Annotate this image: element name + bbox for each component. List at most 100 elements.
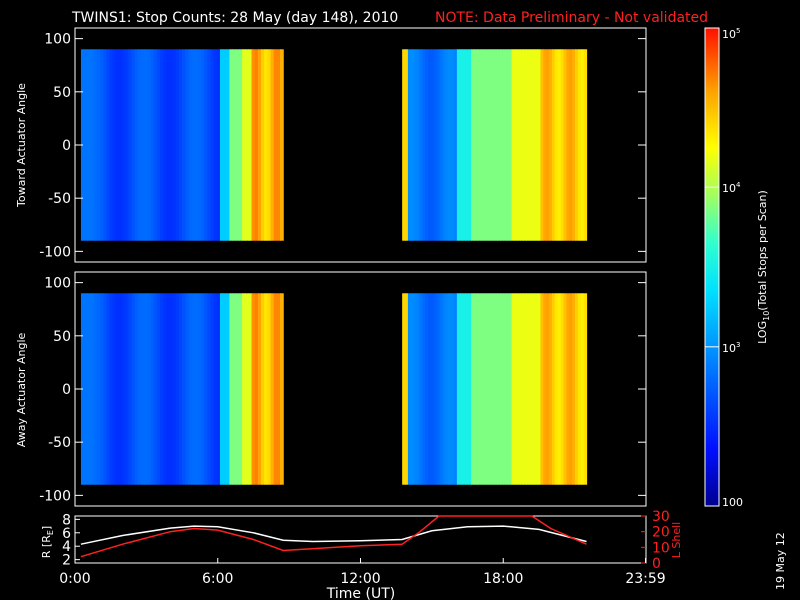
heatmap-column xyxy=(166,293,171,485)
heatmap-column xyxy=(128,293,133,485)
heatmap-column xyxy=(534,49,539,241)
heatmap-column xyxy=(430,49,435,241)
heatmap-column xyxy=(182,49,186,241)
heatmap-column xyxy=(216,293,221,485)
heatmap-column xyxy=(502,293,507,485)
heatmap-column xyxy=(560,49,565,241)
heatmap-column xyxy=(163,49,167,241)
heatmap-column xyxy=(508,293,513,485)
x-tick-label: 18:00 xyxy=(483,571,523,587)
lshell-tick-label: 10 xyxy=(652,540,670,556)
heatmap-column xyxy=(216,49,221,241)
lshell-tick-label: 30 xyxy=(652,509,670,525)
toward-y-axis-label: Toward Actuator Angle xyxy=(15,83,28,208)
heatmap-column xyxy=(436,293,441,485)
heatmap-column xyxy=(201,293,205,485)
heatmap-column xyxy=(242,49,246,241)
heatmap-column xyxy=(537,293,542,485)
heatmap-column xyxy=(248,49,253,241)
toward-y-ticks: -100 -50 0 50 100 xyxy=(39,32,646,260)
heatmap-column xyxy=(577,49,582,241)
heatmap-column xyxy=(172,293,177,485)
heatmap-column xyxy=(497,293,501,485)
y-tick-label: 0 xyxy=(62,382,71,398)
heatmap-column xyxy=(572,293,576,485)
orbit-lines xyxy=(80,515,587,558)
heatmap-column xyxy=(488,49,493,241)
heatmap-column xyxy=(238,49,243,241)
heatmap-column xyxy=(235,293,240,485)
heatmap-column xyxy=(405,49,409,241)
time-axis-ticks: 0:00 6:00 12:00 18:00 23:59 xyxy=(59,558,666,587)
heatmap-column xyxy=(500,293,504,485)
heatmap-column xyxy=(103,293,107,485)
heatmap-column xyxy=(99,293,104,485)
heatmap-column xyxy=(245,293,250,485)
heatmap-column xyxy=(207,293,212,485)
heatmap-column xyxy=(540,293,544,485)
colorbar-tick-label: 104 xyxy=(722,181,741,195)
heatmap-column xyxy=(523,49,527,241)
y-tick-label: 0 xyxy=(62,138,71,154)
y-tick-label: 100 xyxy=(44,32,71,48)
heatmap-column xyxy=(96,49,101,241)
away-y-axis-label: Away Actuator Angle xyxy=(15,332,28,447)
heatmap-column xyxy=(163,293,167,485)
x-tick-label: 12:00 xyxy=(340,571,380,587)
heatmap-column xyxy=(453,293,458,485)
heatmap-column xyxy=(235,49,240,241)
heatmap-column xyxy=(471,293,475,485)
heatmap-column xyxy=(439,49,444,241)
heatmap-column xyxy=(219,293,224,485)
heatmap-column xyxy=(514,293,518,485)
heatmap-column xyxy=(134,293,139,485)
heatmap-column xyxy=(175,293,180,485)
heatmap-column xyxy=(537,49,542,241)
heatmap-column xyxy=(128,49,133,241)
heatmap-column xyxy=(93,293,98,485)
heatmap-column xyxy=(118,49,123,241)
heatmap-column xyxy=(549,49,553,241)
heatmap-column xyxy=(185,293,189,485)
y-tick-label: -100 xyxy=(39,244,71,260)
time-axis-label: Time (UT) xyxy=(326,586,395,600)
heatmap-column xyxy=(156,49,161,241)
heatmap-column xyxy=(261,293,265,485)
heatmap-column xyxy=(150,293,155,485)
y-tick-label: 100 xyxy=(44,276,71,292)
away-y-ticks: -100 -50 0 50 100 xyxy=(39,276,646,504)
generation-date: 19 May 12 xyxy=(774,532,787,590)
colorbar-tick-label: 103 xyxy=(722,341,740,355)
heatmap-column xyxy=(445,49,449,241)
heatmap-column xyxy=(407,49,412,241)
heatmap-column xyxy=(270,293,275,485)
heatmap-column xyxy=(213,49,218,241)
heatmap-column xyxy=(280,49,284,241)
heatmap-column xyxy=(254,293,259,485)
heatmap-column xyxy=(84,49,88,241)
heatmap-column xyxy=(491,293,495,485)
heatmap-column xyxy=(125,49,129,241)
heatmap-column xyxy=(276,49,281,241)
heatmap-column xyxy=(505,49,510,241)
heatmap-column xyxy=(425,49,429,241)
colorbar-tick-label: 100 xyxy=(722,496,743,509)
heatmap-column xyxy=(109,293,114,485)
heatmap-column xyxy=(210,49,215,241)
heatmap-column xyxy=(112,49,117,241)
heatmap-column xyxy=(185,49,189,241)
heatmap-column xyxy=(188,293,193,485)
heatmap-column xyxy=(488,293,493,485)
heatmap-column xyxy=(569,293,573,485)
heatmap-column xyxy=(245,49,250,241)
chart-title: TWINS1: Stop Counts: 28 May (day 148), 2… xyxy=(71,10,398,26)
heatmap-column xyxy=(523,293,527,485)
heatmap-column xyxy=(465,293,469,485)
heatmap-column xyxy=(147,293,152,485)
heatmap-column xyxy=(508,49,513,241)
heatmap-column xyxy=(87,49,92,241)
heatmap-column xyxy=(257,293,262,485)
heatmap-column xyxy=(201,49,205,241)
